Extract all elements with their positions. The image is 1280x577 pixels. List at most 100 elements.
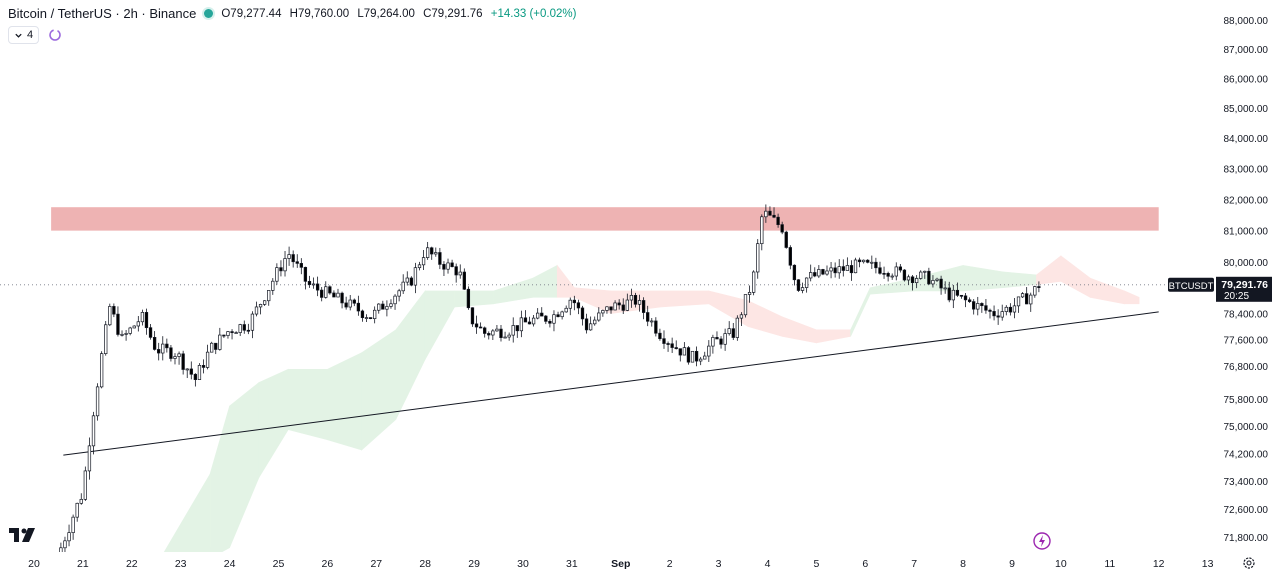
candle-body	[906, 276, 911, 281]
symbol-title[interactable]: Bitcoin / TetherUS · 2h · Binance	[8, 6, 197, 21]
candle-body	[356, 302, 361, 312]
candle-body	[487, 333, 491, 336]
candle-body	[576, 302, 581, 309]
x-tick-label: 2	[667, 558, 673, 570]
candle-body	[385, 306, 389, 310]
candle-body	[307, 280, 312, 285]
candle-body	[173, 356, 177, 359]
candle-body	[250, 313, 255, 331]
lightning-marker-icon[interactable]	[1033, 532, 1051, 550]
candle-body	[454, 266, 458, 276]
cloud-segment	[209, 405, 230, 559]
y-tick-label: 72,600.00	[1224, 505, 1269, 516]
last-price-tag	[1216, 276, 1272, 302]
candle-body	[258, 304, 263, 308]
candle-body	[417, 264, 422, 269]
indicators-toggle-button[interactable]: 4	[8, 26, 40, 44]
x-tick-label: 12	[1153, 558, 1165, 570]
candle-body	[796, 279, 801, 291]
candle-body	[112, 306, 116, 315]
candle-body	[943, 287, 947, 290]
candle-body	[336, 292, 340, 298]
candle-body	[450, 262, 454, 268]
x-tick-label: 22	[126, 558, 138, 570]
x-tick-label: 7	[911, 558, 917, 570]
settings-gear-icon[interactable]	[1243, 557, 1255, 569]
candle-body	[723, 333, 727, 345]
candle-body	[849, 265, 854, 274]
y-tick-label: 80,000.00	[1224, 258, 1269, 269]
candle-body	[519, 317, 524, 332]
candle-body	[804, 277, 809, 288]
cloud-segment	[659, 290, 710, 308]
candle-body	[813, 272, 817, 277]
candle-body	[246, 329, 250, 332]
candle-body	[951, 289, 955, 301]
candle-body	[495, 328, 499, 332]
candle-body	[837, 266, 841, 274]
candle-body	[279, 267, 283, 272]
candle-body	[886, 273, 890, 277]
candle-body	[152, 337, 157, 350]
candle-body	[470, 307, 475, 325]
y-tick-label: 83,000.00	[1224, 165, 1269, 176]
candle-body	[381, 303, 385, 310]
candle-body	[711, 337, 715, 347]
gear-hub	[1246, 560, 1252, 566]
cloud-segment	[1089, 277, 1125, 305]
candle-body	[295, 261, 299, 264]
candle-body	[967, 299, 972, 302]
candle-body	[157, 349, 161, 354]
candle-body	[963, 295, 968, 301]
candle-body	[833, 267, 837, 274]
candle-body	[747, 292, 752, 295]
open-value: O79,277.44	[221, 7, 282, 20]
x-tick-label: 31	[566, 558, 578, 570]
candle-body	[478, 326, 483, 329]
cloud-segment	[155, 472, 211, 566]
candle-body	[458, 271, 462, 276]
candle-body	[1008, 306, 1013, 313]
ticker-tag[interactable]	[1168, 277, 1214, 292]
candle-body	[161, 343, 165, 354]
candle-body	[776, 216, 780, 225]
candle-body	[234, 332, 238, 334]
candle-body	[605, 306, 609, 311]
x-tick-label: 21	[77, 558, 89, 570]
candle-body	[214, 342, 218, 350]
candle-body	[703, 355, 707, 360]
candle-body	[1025, 293, 1029, 305]
candle-body	[910, 276, 915, 284]
x-tick-label: Sep	[611, 558, 630, 570]
candle-body	[262, 300, 267, 305]
candle-body	[584, 318, 589, 331]
candle-body	[413, 267, 418, 286]
candle-body	[593, 319, 597, 325]
candle-body	[483, 327, 487, 334]
x-tick-label: 28	[419, 558, 431, 570]
candle-body	[344, 302, 348, 308]
tradingview-logo-icon[interactable]	[8, 526, 38, 544]
candle-body	[613, 302, 617, 311]
candle-body	[650, 320, 654, 323]
candle-body	[633, 295, 638, 305]
candle-body	[735, 317, 739, 338]
candle-body	[360, 310, 365, 319]
ticker-tag-label: BTCUSDT	[1169, 281, 1214, 292]
cloud-segment	[229, 381, 260, 548]
candle-body	[238, 324, 242, 333]
candle-body	[548, 320, 552, 324]
candle-body	[560, 311, 564, 318]
indicator-row: 4	[8, 26, 63, 44]
candle-body	[800, 287, 805, 291]
candle-body	[116, 313, 120, 335]
candle-body	[438, 252, 442, 265]
cloud-segment	[1036, 255, 1062, 285]
y-tick-label: 82,000.00	[1224, 195, 1269, 206]
candle-body	[731, 328, 735, 338]
x-tick-label: 25	[273, 558, 285, 570]
y-tick-label: 88,000.00	[1224, 16, 1269, 27]
candle-body	[177, 353, 181, 357]
